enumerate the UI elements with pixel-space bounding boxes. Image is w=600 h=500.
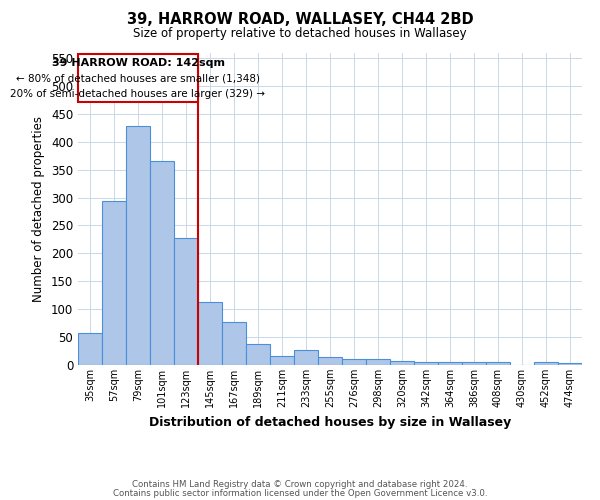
Bar bbox=[174, 238, 198, 365]
Bar bbox=[342, 360, 366, 365]
Bar bbox=[390, 360, 414, 365]
Text: ← 80% of detached houses are smaller (1,348): ← 80% of detached houses are smaller (1,… bbox=[16, 74, 260, 84]
Bar bbox=[486, 362, 510, 365]
Bar bbox=[78, 333, 102, 365]
Bar bbox=[462, 362, 486, 365]
FancyBboxPatch shape bbox=[78, 54, 198, 102]
Bar bbox=[126, 126, 150, 365]
Bar bbox=[270, 356, 294, 365]
Bar bbox=[366, 360, 390, 365]
Y-axis label: Number of detached properties: Number of detached properties bbox=[32, 116, 46, 302]
X-axis label: Distribution of detached houses by size in Wallasey: Distribution of detached houses by size … bbox=[149, 416, 511, 428]
Bar bbox=[534, 362, 558, 365]
Text: Size of property relative to detached houses in Wallasey: Size of property relative to detached ho… bbox=[133, 28, 467, 40]
Bar bbox=[558, 364, 582, 365]
Text: 20% of semi-detached houses are larger (329) →: 20% of semi-detached houses are larger (… bbox=[11, 90, 265, 100]
Bar bbox=[222, 322, 246, 365]
Text: Contains public sector information licensed under the Open Government Licence v3: Contains public sector information licen… bbox=[113, 488, 487, 498]
Bar bbox=[318, 356, 342, 365]
Bar bbox=[414, 362, 438, 365]
Text: 39 HARROW ROAD: 142sqm: 39 HARROW ROAD: 142sqm bbox=[52, 58, 224, 68]
Bar bbox=[198, 302, 222, 365]
Bar bbox=[150, 162, 174, 365]
Bar bbox=[102, 202, 126, 365]
Bar bbox=[294, 350, 318, 365]
Text: Contains HM Land Registry data © Crown copyright and database right 2024.: Contains HM Land Registry data © Crown c… bbox=[132, 480, 468, 489]
Bar bbox=[438, 362, 462, 365]
Bar bbox=[246, 344, 270, 365]
Text: 39, HARROW ROAD, WALLASEY, CH44 2BD: 39, HARROW ROAD, WALLASEY, CH44 2BD bbox=[127, 12, 473, 28]
